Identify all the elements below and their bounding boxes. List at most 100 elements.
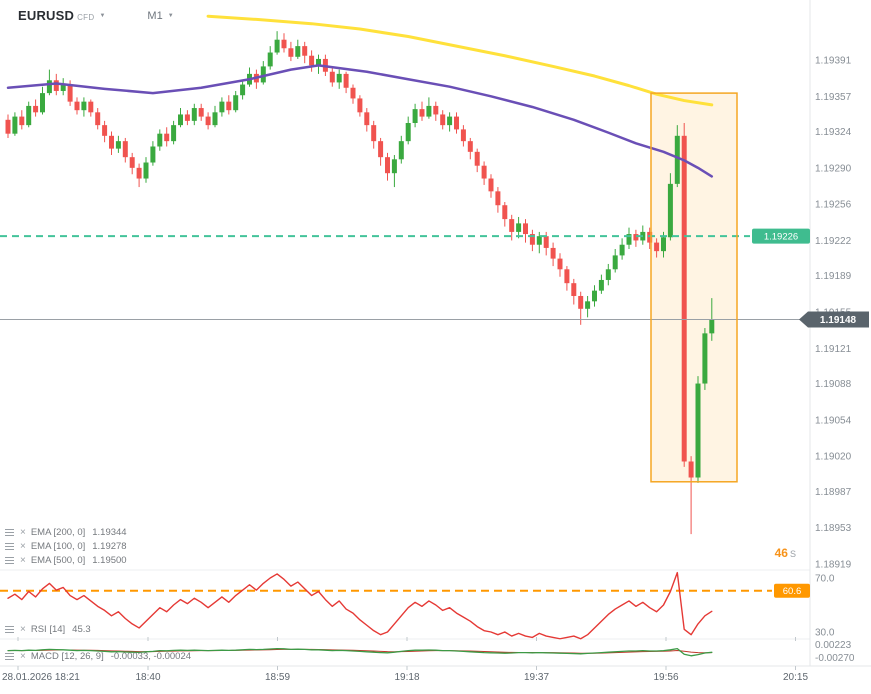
timeframe-selector[interactable]: M1 ▼: [147, 10, 173, 22]
candle-body: [267, 52, 273, 67]
candle-body: [178, 114, 183, 126]
candle-body: [26, 105, 32, 126]
candle-body: [240, 84, 246, 96]
price-axis-label: 1.19088: [815, 379, 852, 390]
symbol-name: EURUSD: [18, 8, 75, 23]
candle-body: [88, 101, 94, 113]
price-axis-label: 1.18953: [815, 523, 852, 534]
price-axis-label: 1.19020: [815, 452, 852, 463]
symbol-selector[interactable]: EURUSD CFD ▼: [18, 8, 105, 23]
indicator-settings-icon[interactable]: [5, 629, 14, 630]
price-axis-label: 1.19222: [815, 236, 852, 247]
candle-body: [53, 80, 59, 91]
indicator-value: 45.3: [72, 624, 91, 635]
rsi-level-badge-text: 60.6: [783, 586, 802, 597]
price-axis-label: 1.19121: [815, 344, 852, 355]
time-axis-label: 28.01.2026 18:21: [2, 672, 80, 683]
rsi-line: [7, 571, 713, 640]
candle-body: [157, 133, 163, 147]
indicator-remove-icon[interactable]: ×: [20, 650, 26, 662]
candle-body: [33, 105, 39, 113]
candle-body: [654, 242, 660, 252]
candle-body: [309, 55, 315, 66]
candle-body: [412, 109, 418, 124]
candle-body: [102, 125, 108, 136]
candle-body: [557, 258, 563, 270]
candle-body: [46, 80, 52, 94]
countdown-unit: S: [789, 549, 796, 559]
countdown-value: 46: [774, 546, 788, 560]
highlight-box[interactable]: [651, 93, 737, 482]
candle-body: [605, 269, 611, 280]
candle-body: [398, 141, 404, 160]
candle-body: [19, 116, 25, 126]
chevron-down-icon: ▼: [167, 12, 174, 19]
legend-row-ema-200: × EMA [200, 0] 1.19344: [4, 527, 127, 538]
macd-legend: × MACD [12, 26, 9] -0.00033, -0.00024: [4, 651, 191, 662]
indicator-settings-icon[interactable]: [5, 656, 14, 657]
candle-body: [198, 108, 204, 117]
candle-body: [67, 84, 73, 102]
candle-body: [564, 269, 570, 284]
candle-body: [219, 101, 225, 113]
indicator-label: EMA [500, 0]: [30, 555, 86, 566]
legend-row-rsi: × RSI [14] 45.3: [4, 624, 91, 635]
price-axis-label: 1.18987: [815, 487, 852, 498]
candle-body: [143, 162, 149, 179]
legend-row-ema-500: × EMA [500, 0] 1.19500: [4, 555, 127, 566]
indicator-remove-icon[interactable]: ×: [20, 526, 26, 538]
candle-body: [288, 48, 294, 57]
candle-body: [260, 66, 266, 83]
candle-body: [585, 301, 591, 309]
price-axis-label: 1.19189: [815, 271, 852, 282]
candle-body: [529, 234, 535, 245]
indicator-settings-icon[interactable]: [5, 546, 14, 547]
candle-body: [667, 183, 673, 238]
candle-body: [674, 135, 680, 184]
candle-body: [626, 234, 632, 245]
candle-body: [136, 167, 142, 179]
indicator-value: 1.19344: [92, 527, 127, 538]
indicator-label: RSI [14]: [30, 624, 66, 635]
indicator-settings-icon[interactable]: [5, 560, 14, 561]
candle-body: [509, 219, 515, 232]
candle-body: [378, 141, 384, 158]
candle-body: [391, 159, 397, 174]
candle-body: [171, 125, 177, 142]
indicator-remove-icon[interactable]: ×: [20, 540, 26, 552]
candle-body: [481, 165, 487, 179]
candle-body: [495, 191, 501, 206]
timeframe-label: M1: [147, 9, 163, 22]
candle-body: [454, 116, 459, 130]
candle-body: [592, 290, 597, 302]
indicator-value: 1.19278: [92, 541, 127, 552]
level-price-badge-text: 1.19226: [764, 232, 798, 243]
candle-body: [550, 247, 556, 259]
time-axis-label: 19:37: [524, 672, 549, 683]
indicator-settings-icon[interactable]: [5, 532, 14, 533]
candle-body: [40, 93, 45, 113]
candle-body: [571, 283, 577, 296]
candle-body: [343, 73, 349, 88]
candle-body: [74, 101, 80, 111]
candle-body: [405, 123, 411, 142]
candle-body: [95, 112, 101, 126]
rsi-level-badge: [774, 583, 810, 598]
indicator-remove-icon[interactable]: ×: [20, 554, 26, 566]
candle-body: [578, 295, 584, 309]
indicator-remove-icon[interactable]: ×: [20, 623, 26, 635]
highlight-box-border[interactable]: [650, 92, 738, 483]
candle-body: [295, 46, 301, 57]
current-price-tag-text: 1.19148: [820, 315, 857, 326]
price-axis-label: 1.19290: [815, 163, 852, 174]
rsi-axis-label: 30.0: [815, 628, 835, 639]
candle-body: [226, 101, 232, 111]
chart-header: EURUSD CFD ▼ M1 ▼: [18, 8, 174, 23]
candle-body: [447, 116, 453, 126]
macd-line: [7, 647, 713, 657]
candle-body: [184, 114, 190, 121]
candle-body: [150, 146, 156, 163]
candle-body: [385, 157, 390, 174]
